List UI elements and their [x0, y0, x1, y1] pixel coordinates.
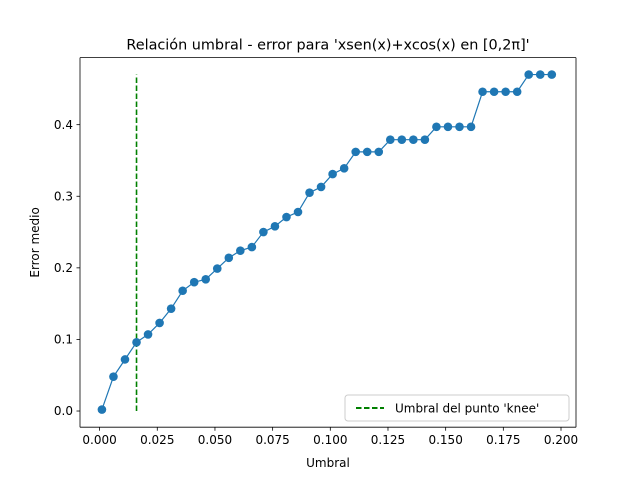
data-point: [155, 318, 164, 328]
chart-title: Relación umbral - error para 'xsen(x)+xc…: [126, 38, 529, 54]
data-point: [374, 147, 384, 157]
data-point: [143, 330, 153, 339]
data-point: [236, 246, 245, 255]
data-point: [178, 286, 187, 296]
data-point: [328, 169, 337, 179]
data-point: [489, 87, 499, 97]
y-tick-label: 0.2: [54, 261, 73, 275]
data-point: [259, 227, 268, 237]
data-point: [385, 135, 395, 145]
x-tick-label: 0.150: [428, 433, 462, 447]
y-tick-label: 0.0: [54, 404, 73, 418]
data-point: [362, 147, 372, 157]
data-point: [305, 188, 314, 197]
data-point: [224, 253, 234, 263]
data-point: [166, 304, 176, 313]
data-point: [339, 164, 349, 173]
data-point: [120, 355, 130, 364]
data-point: [201, 275, 211, 284]
data-point: [409, 135, 418, 145]
plot-frame: [79, 57, 577, 428]
series-layer: [97, 70, 557, 414]
data-point: [466, 122, 476, 132]
data-point: [109, 372, 118, 381]
data-point: [247, 242, 257, 252]
x-axis: 0.000 0.025 0.050 0.075 0.100 0.125 0.150 0.175…: [82, 427, 578, 447]
data-point: [512, 87, 522, 97]
y-axis: 0.0 0.1 0.2 0.3 0.4: [54, 118, 80, 418]
x-tick-label: 0.100: [313, 433, 347, 447]
x-axis-label: Umbral: [306, 456, 350, 470]
data-point: [293, 207, 303, 217]
data-point: [351, 147, 360, 157]
y-tick-label: 0.4: [54, 118, 73, 132]
data-point: [432, 122, 441, 132]
y-tick-label: 0.3: [54, 189, 73, 203]
data-point: [420, 135, 430, 145]
data-point: [316, 182, 326, 192]
x-tick-label: 0.075: [255, 433, 289, 447]
data-point: [212, 264, 222, 273]
data-point: [547, 70, 557, 79]
x-tick-label: 0.025: [140, 433, 174, 447]
y-tick-label: 0.1: [54, 333, 73, 347]
data-point: [132, 337, 141, 347]
data-point: [443, 122, 453, 132]
x-tick-label: 0.175: [486, 433, 520, 447]
y-axis-label: Error medio: [28, 207, 42, 277]
data-point: [397, 135, 407, 145]
data-point: [535, 70, 545, 79]
series-line: [101, 73, 552, 410]
x-tick-label: 0.050: [198, 433, 232, 447]
x-tick-label: 0.125: [371, 433, 405, 447]
plot-area: [80, 57, 576, 428]
data-point: [478, 87, 487, 97]
legend: Umbral del punto 'knee': [344, 394, 570, 422]
data-point: [282, 212, 291, 222]
data-point: [501, 87, 510, 97]
legend-box: [344, 394, 570, 422]
legend-knee-label: Umbral del punto 'knee': [395, 402, 539, 416]
x-tick-label: 0.000: [82, 433, 116, 447]
data-point: [97, 405, 107, 414]
data-point: [524, 70, 534, 79]
x-tick-label: 0.200: [544, 433, 578, 447]
data-point: [189, 277, 199, 287]
data-point: [270, 222, 280, 231]
data-point: [455, 122, 464, 132]
